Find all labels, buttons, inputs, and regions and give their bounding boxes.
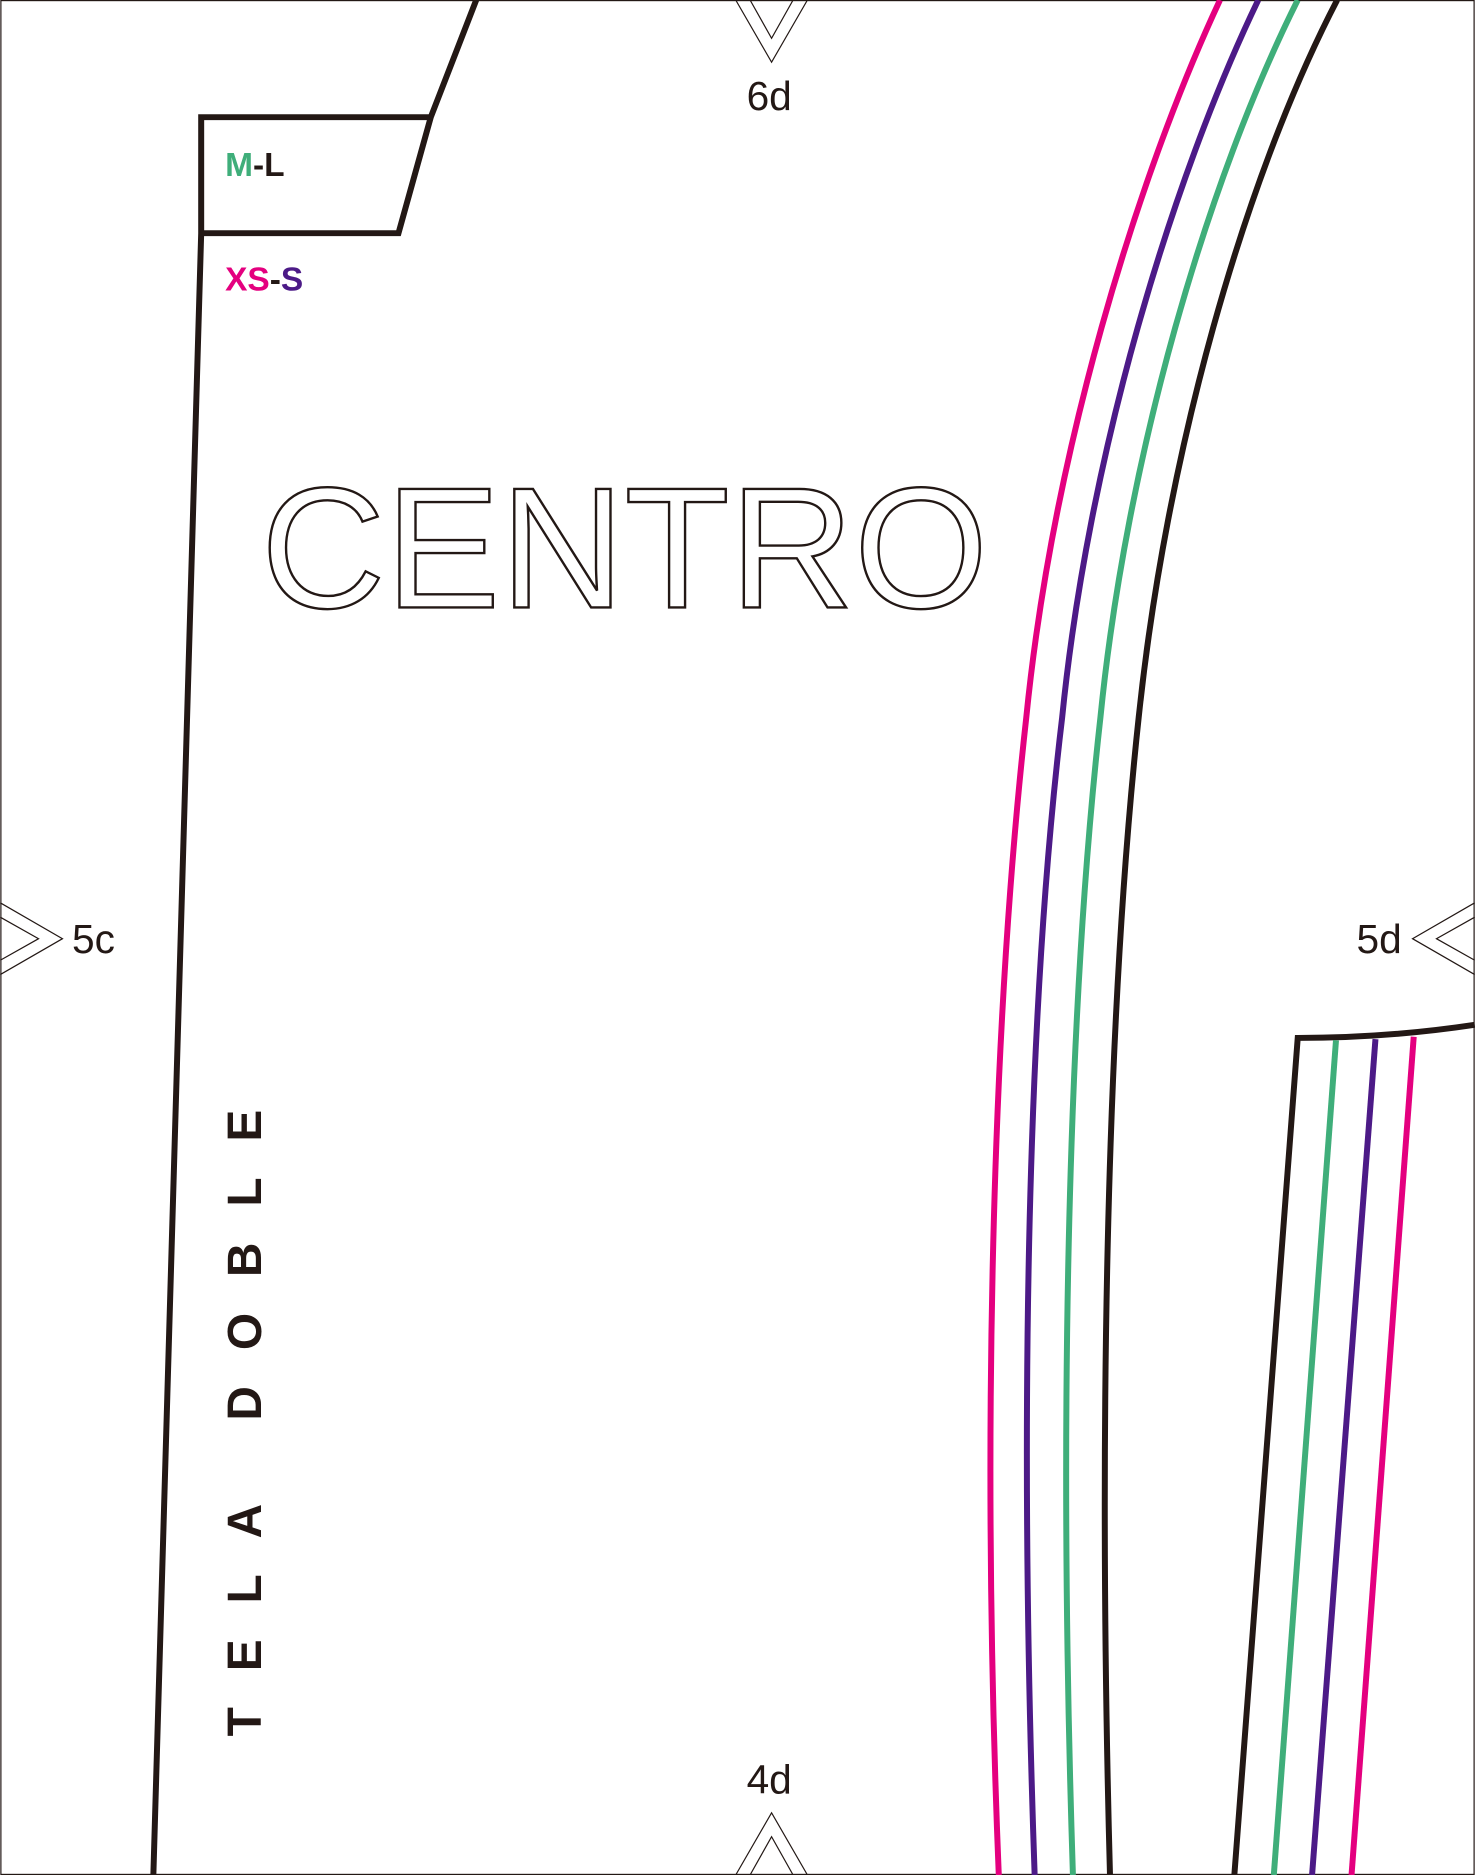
size-line-xs [987,0,1223,1875]
size-label: M-L [225,147,284,184]
pattern-outline-right [1231,1021,1475,1875]
notch-top [735,0,808,64]
notch-label: 5d [1357,916,1402,962]
size-part: M [225,147,253,184]
notch-bottom [735,1811,808,1875]
fold-label: TELA DOBLE [219,1074,272,1737]
size-part: XS [225,262,270,299]
notch-label: 4d [747,1757,792,1803]
piece-title: CENTRO [261,452,988,644]
size-line-l [1101,0,1340,1875]
notch-right [1411,902,1475,976]
size-part: -L [253,147,285,184]
size-part: S [281,262,303,299]
notch-label: 6d [747,73,792,119]
size-line-m [1063,0,1301,1875]
pattern-outline [150,0,480,1875]
size-line-xs-right [1348,1036,1417,1875]
notch-left [0,902,64,976]
notch-label: 5c [72,916,115,962]
size-line-s-right [1309,1038,1379,1875]
size-label: XS-S [225,262,303,299]
size-part: - [270,262,281,299]
size-line-s [1023,0,1261,1875]
size-line-m-right [1270,1040,1339,1875]
